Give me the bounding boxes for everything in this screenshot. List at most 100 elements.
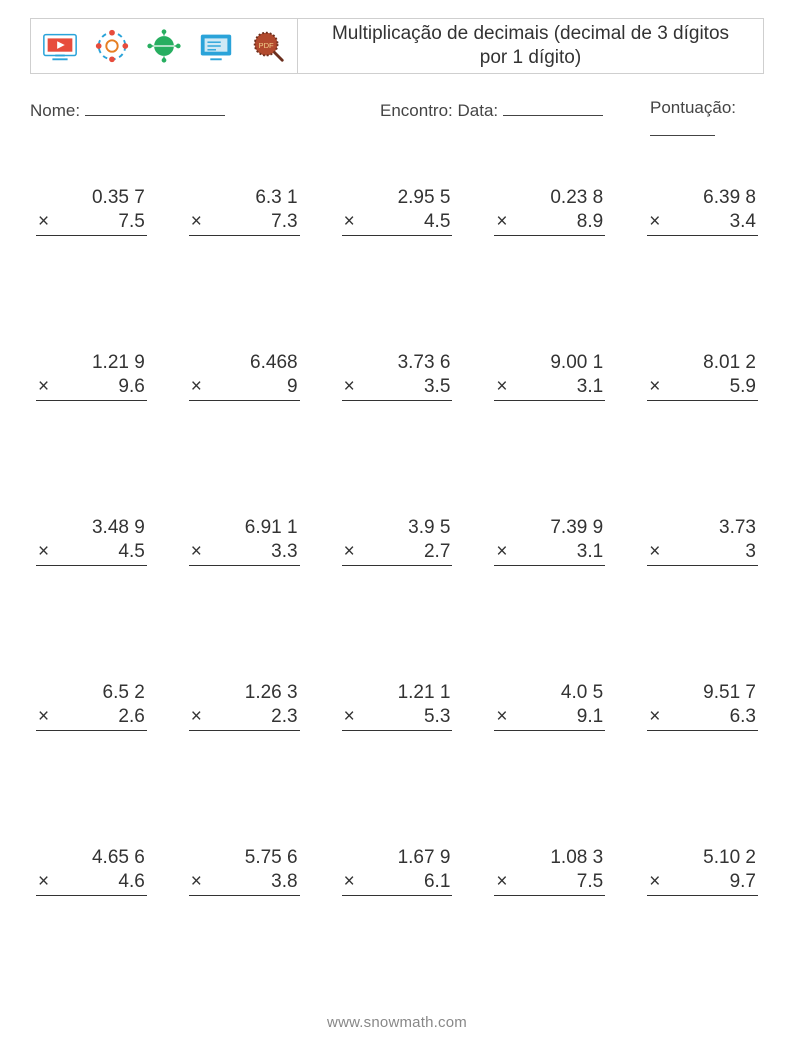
multiplicand: 6.91 1: [245, 517, 298, 539]
problem: 3.9 5 × 2.7: [342, 517, 453, 566]
score-blank[interactable]: [650, 118, 715, 136]
multiplier: 9.1: [577, 706, 603, 728]
operator: ×: [494, 541, 513, 563]
multiplier: 4.6: [118, 871, 144, 893]
worksheet-page: PDF Multiplicação de decimais (decimal d…: [0, 0, 794, 1053]
multiplier: 9: [287, 376, 298, 398]
operator: ×: [342, 376, 361, 398]
operator: ×: [189, 706, 208, 728]
multiplicand: 9.00 1: [550, 352, 603, 374]
problem: 1.21 1 × 5.3: [342, 682, 453, 731]
problem: 6.91 1×3.3: [189, 517, 300, 566]
multiplicand: 4.65 6: [92, 847, 145, 869]
operator: ×: [647, 871, 666, 893]
problem: 6.468 × 9: [189, 352, 300, 401]
operator: ×: [189, 871, 208, 893]
operator: ×: [189, 376, 208, 398]
score-label: Pontuação:: [650, 98, 736, 117]
operator: ×: [342, 541, 361, 563]
badge-icon: PDF: [249, 27, 287, 65]
multiplier: 3.1: [577, 541, 603, 563]
problem: 9.51 7 × 6.3: [647, 682, 758, 731]
multiplier: 7.3: [271, 211, 297, 233]
multiplicand: 1.21 9: [92, 352, 145, 374]
operator: ×: [647, 376, 666, 398]
operator: ×: [36, 211, 55, 233]
operator: ×: [494, 211, 513, 233]
date-blank[interactable]: [503, 98, 603, 116]
multiplicand: 6.468: [250, 352, 298, 374]
problem: 5.10 2 × 9.7: [647, 847, 758, 896]
multiplier: 6.1: [424, 871, 450, 893]
problem: 2.95 5 × 4.5: [342, 187, 453, 236]
multiplier: 6.3: [730, 706, 756, 728]
problem: 4.65 6 × 4.6: [36, 847, 147, 896]
multiplicand: 3.9 5: [408, 517, 450, 539]
meta-name: Nome:: [30, 98, 380, 141]
multiplicand: 3.73: [719, 517, 756, 539]
problem: 7.39 9 × 3.1: [494, 517, 605, 566]
problem: 6.5 2 × 2.6: [36, 682, 147, 731]
operator: ×: [36, 871, 55, 893]
encontro-label: Encontro:: [380, 101, 453, 120]
data-label: Data:: [458, 101, 499, 120]
multiplier: 2.6: [118, 706, 144, 728]
multiplicand: 4.0 5: [561, 682, 603, 704]
operator: ×: [647, 541, 666, 563]
problem: 1.26 3×2.3: [189, 682, 300, 731]
multiplier: 2.7: [424, 541, 450, 563]
multiplier: 5.9: [730, 376, 756, 398]
problem: 0.35 7×7.5: [36, 187, 147, 236]
meta-score: Pontuação:: [650, 98, 764, 141]
globe-icon: [145, 27, 183, 65]
multiplicand: 1.21 1: [398, 682, 451, 704]
meta-date: Encontro: Data:: [380, 98, 650, 141]
multiplier: 4.5: [118, 541, 144, 563]
problem: 8.01 2 × 5.9: [647, 352, 758, 401]
multiplicand: 0.23 8: [550, 187, 603, 209]
problem: 3.73×3: [647, 517, 758, 566]
multiplier: 5.3: [424, 706, 450, 728]
problem: 5.75 6×3.8: [189, 847, 300, 896]
worksheet-title: Multiplicação de decimais (decimal de 3 …: [297, 19, 763, 73]
name-label: Nome:: [30, 101, 80, 120]
multiplier: 7.5: [118, 211, 144, 233]
multiplicand: 3.48 9: [92, 517, 145, 539]
operator: ×: [647, 706, 666, 728]
operator: ×: [494, 871, 513, 893]
problem: 4.0 5 × 9.1: [494, 682, 605, 731]
operator: ×: [494, 376, 513, 398]
multiplier: 3.8: [271, 871, 297, 893]
operator: ×: [342, 706, 361, 728]
header-banner: PDF Multiplicação de decimais (decimal d…: [30, 18, 764, 74]
problem: 1.21 9×9.6: [36, 352, 147, 401]
multiplicand: 2.95 5: [398, 187, 451, 209]
doc-icon: [197, 27, 235, 65]
multiplicand: 7.39 9: [550, 517, 603, 539]
multiplicand: 8.01 2: [703, 352, 756, 374]
multiplicand: 9.51 7: [703, 682, 756, 704]
meta-line: Nome: Encontro: Data: Pontuação:: [30, 98, 764, 141]
operator: ×: [36, 706, 55, 728]
operator: ×: [494, 706, 513, 728]
problem: 6.39 8×3.4: [647, 187, 758, 236]
problem: 1.67 9×6.1: [342, 847, 453, 896]
problem: 3.73 6×3.5: [342, 352, 453, 401]
multiplicand: 6.5 2: [103, 682, 145, 704]
multiplicand: 3.73 6: [398, 352, 451, 374]
name-blank[interactable]: [85, 98, 225, 116]
multiplier: 2.3: [271, 706, 297, 728]
multiplier: 4.5: [424, 211, 450, 233]
multiplier: 9.7: [730, 871, 756, 893]
problem: 0.23 8×8.9: [494, 187, 605, 236]
multiplicand: 6.39 8: [703, 187, 756, 209]
operator: ×: [342, 211, 361, 233]
svg-text:PDF: PDF: [259, 41, 275, 50]
multiplicand: 5.10 2: [703, 847, 756, 869]
operator: ×: [189, 541, 208, 563]
problem-grid: 0.35 7×7.56.3 1×7.32.95 5×4.50.23 8×8.96…: [30, 187, 764, 896]
footer-url: www.snowmath.com: [0, 1014, 794, 1031]
operator: ×: [647, 211, 666, 233]
header-icon-row: PDF: [31, 19, 297, 73]
problem: 6.3 1×7.3: [189, 187, 300, 236]
